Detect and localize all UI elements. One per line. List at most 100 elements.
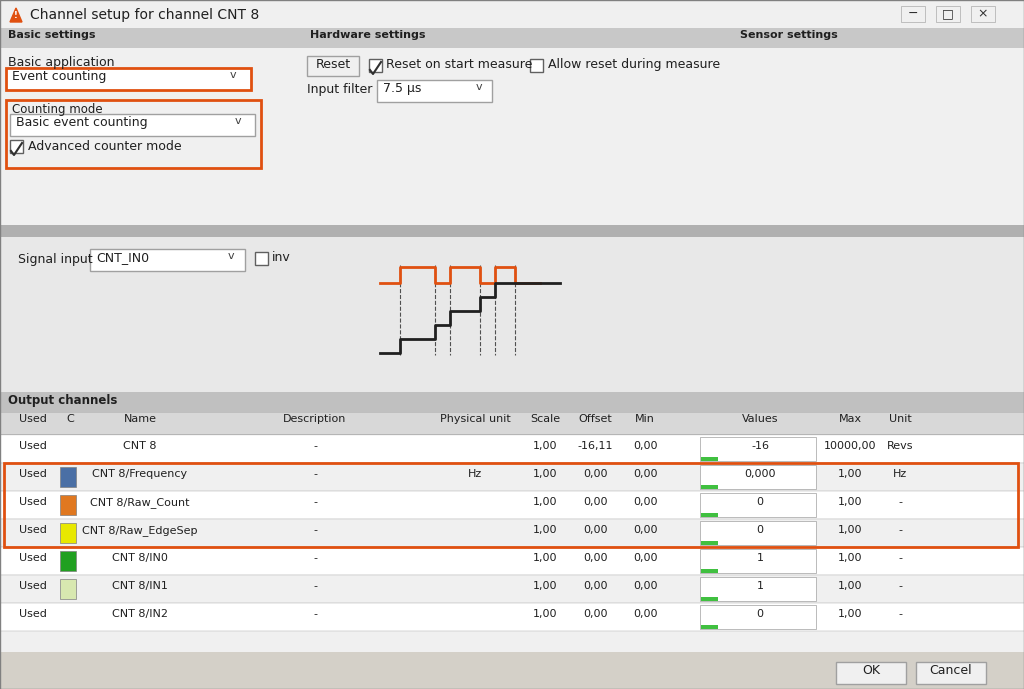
Text: -: - (898, 553, 902, 563)
Text: Min: Min (635, 414, 655, 424)
Text: 1,00: 1,00 (532, 497, 557, 507)
Text: Hardware settings: Hardware settings (310, 30, 426, 40)
Bar (701, 513, 718, 517)
Text: 0,00: 0,00 (633, 609, 657, 619)
Text: -: - (898, 581, 902, 591)
Bar (10, 114, 255, 136)
Bar (0, 225, 1024, 237)
Text: 0: 0 (757, 609, 764, 619)
Text: Max: Max (839, 414, 861, 424)
Text: Offset: Offset (579, 414, 612, 424)
Bar (377, 80, 492, 102)
Text: Scale: Scale (530, 414, 560, 424)
Text: CNT 8/Raw_Count: CNT 8/Raw_Count (90, 497, 189, 508)
Text: 1,00: 1,00 (838, 609, 862, 619)
Text: 0,00: 0,00 (633, 441, 657, 451)
Text: inv: inv (272, 251, 291, 264)
Bar (901, 6, 925, 22)
Bar (936, 6, 961, 22)
Text: 1,00: 1,00 (838, 497, 862, 507)
Text: ×: × (978, 7, 988, 20)
Text: Sensor settings: Sensor settings (740, 30, 838, 40)
Text: 0,00: 0,00 (583, 497, 607, 507)
Text: v: v (234, 116, 242, 126)
Bar (0, 463, 1024, 491)
Text: -: - (313, 525, 317, 535)
Bar (701, 625, 718, 629)
Text: 7.5 µs: 7.5 µs (383, 82, 421, 95)
Text: −: − (907, 7, 919, 20)
Bar (836, 662, 906, 684)
Text: 1,00: 1,00 (838, 581, 862, 591)
Bar (0, 0, 1024, 28)
Bar (60, 495, 76, 515)
Bar (700, 577, 816, 601)
Text: 1,00: 1,00 (532, 525, 557, 535)
Text: 0,00: 0,00 (633, 525, 657, 535)
Text: Channel setup for channel CNT 8: Channel setup for channel CNT 8 (30, 8, 259, 22)
Text: 0,00: 0,00 (583, 553, 607, 563)
Text: 0: 0 (757, 497, 764, 507)
Text: v: v (476, 82, 482, 92)
Bar (0, 28, 1024, 48)
Text: Input filter: Input filter (307, 83, 373, 96)
Text: CNT 8/IN2: CNT 8/IN2 (112, 609, 168, 619)
Text: -: - (898, 497, 902, 507)
Text: CNT_IN0: CNT_IN0 (96, 251, 150, 264)
Text: -16,11: -16,11 (578, 441, 612, 451)
Text: Used: Used (19, 469, 47, 479)
Text: 10000,00: 10000,00 (823, 441, 877, 451)
Bar (971, 6, 995, 22)
Bar (700, 437, 816, 461)
Text: Cancel: Cancel (930, 664, 973, 677)
Bar (0, 412, 1024, 434)
Bar (307, 56, 359, 76)
Text: 1,00: 1,00 (532, 553, 557, 563)
Bar (60, 467, 76, 487)
Text: v: v (230, 70, 237, 80)
Bar (530, 59, 543, 72)
Text: -: - (898, 609, 902, 619)
Text: Counting mode: Counting mode (12, 103, 102, 116)
Text: Output channels: Output channels (8, 394, 118, 407)
Polygon shape (10, 8, 22, 22)
Bar (700, 549, 816, 573)
Bar (0, 519, 1024, 547)
Text: Reset: Reset (315, 58, 350, 71)
Text: 0,00: 0,00 (583, 525, 607, 535)
Text: 1,00: 1,00 (532, 441, 557, 451)
Bar (701, 597, 718, 601)
Text: OK: OK (862, 664, 880, 677)
Text: 0,00: 0,00 (633, 497, 657, 507)
Bar (0, 547, 1024, 575)
Text: Hz: Hz (468, 469, 482, 479)
Bar (90, 249, 245, 271)
Bar (60, 551, 76, 571)
Text: 0,000: 0,000 (744, 469, 776, 479)
Bar (0, 48, 1024, 458)
Bar (701, 457, 718, 461)
Text: Basic application: Basic application (8, 56, 115, 69)
Bar (700, 465, 816, 489)
Bar (700, 521, 816, 545)
Text: 0: 0 (757, 525, 764, 535)
Text: 1: 1 (757, 553, 764, 563)
Text: Used: Used (19, 525, 47, 535)
Text: 1,00: 1,00 (838, 553, 862, 563)
Text: 1,00: 1,00 (838, 469, 862, 479)
Bar (0, 412, 1024, 652)
Text: Allow reset during measure: Allow reset during measure (548, 58, 720, 71)
Text: 1,00: 1,00 (532, 581, 557, 591)
Text: 0,00: 0,00 (583, 581, 607, 591)
Text: Used: Used (19, 497, 47, 507)
Bar (60, 579, 76, 599)
Bar (369, 59, 382, 72)
Bar (0, 603, 1024, 631)
Text: 0,00: 0,00 (633, 469, 657, 479)
Bar (0, 237, 1024, 392)
Bar (6, 68, 251, 90)
Bar (701, 569, 718, 573)
Bar (0, 392, 1024, 412)
Text: CNT 8/IN1: CNT 8/IN1 (112, 581, 168, 591)
Text: 1,00: 1,00 (838, 525, 862, 535)
